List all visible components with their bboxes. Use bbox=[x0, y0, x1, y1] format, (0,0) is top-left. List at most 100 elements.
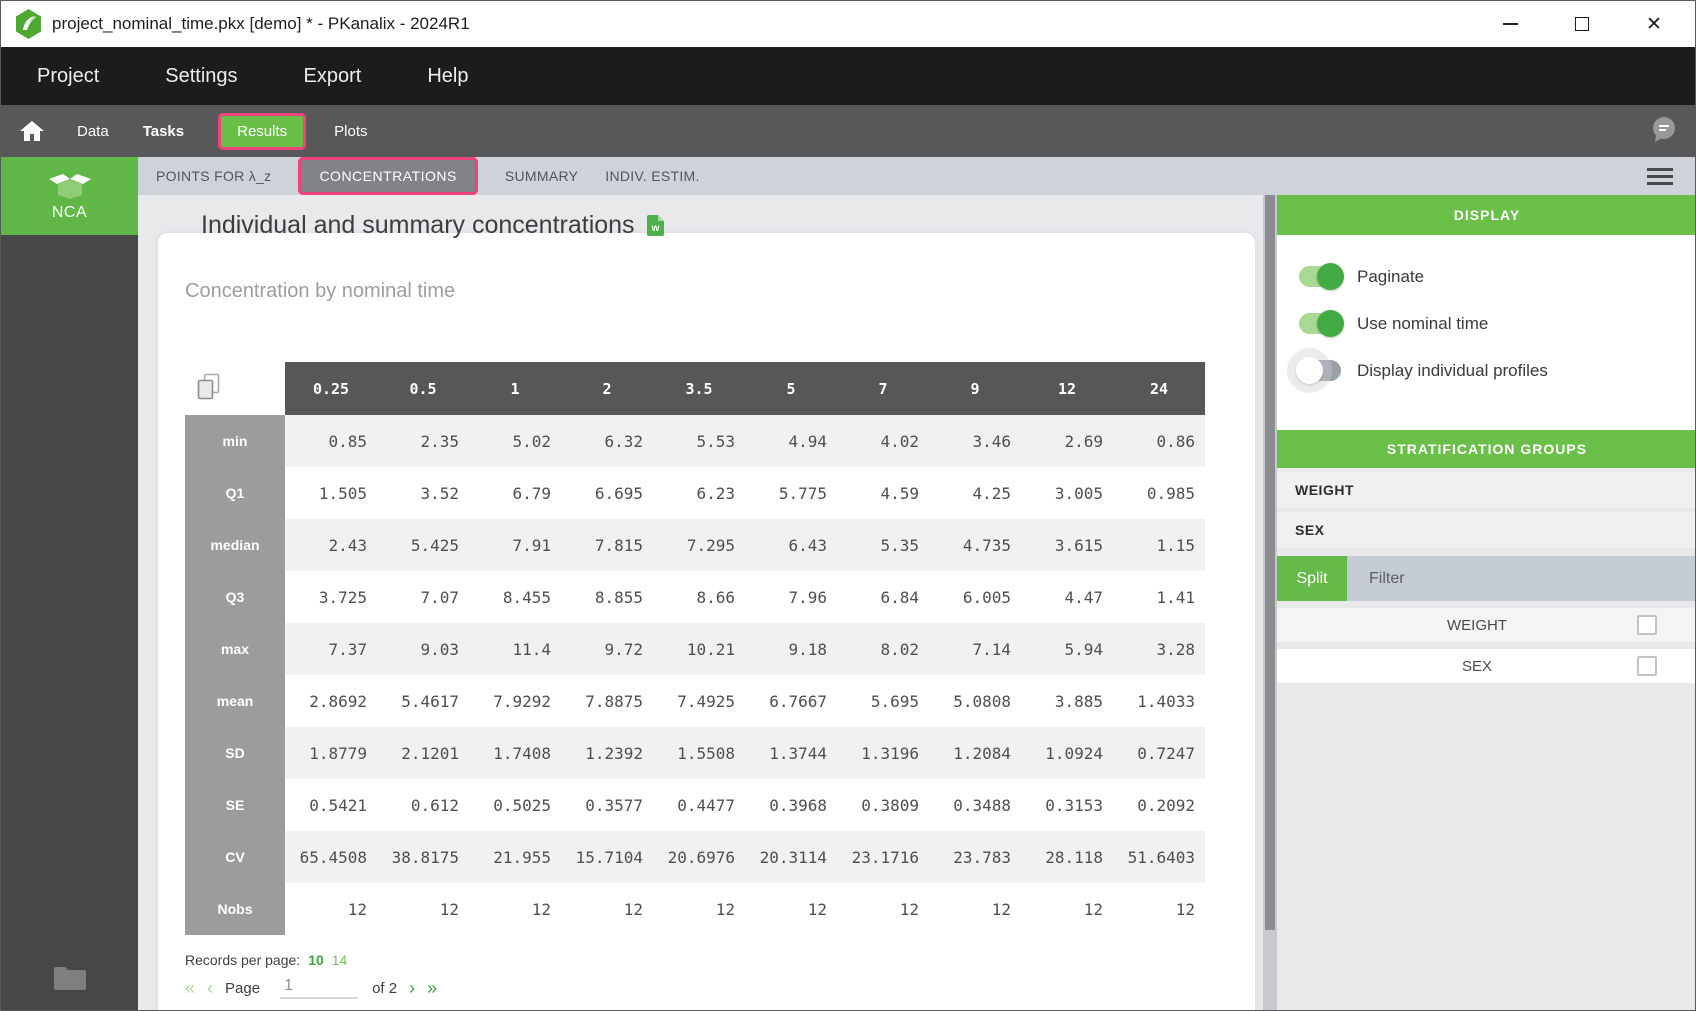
records-option-10[interactable]: 10 bbox=[308, 952, 324, 968]
task-sidebar: NCA bbox=[1, 157, 138, 1010]
table-cell: 6.23 bbox=[653, 467, 745, 519]
column-header: 2 bbox=[561, 362, 653, 415]
tab-filter[interactable]: Filter bbox=[1369, 569, 1405, 587]
table-cell: 0.4477 bbox=[653, 779, 745, 831]
split-sex-label: SEX bbox=[1461, 657, 1492, 675]
table-cell: 0.7247 bbox=[1113, 727, 1205, 779]
title-bar: project_nominal_time.pkx [demo] * - PKan… bbox=[1, 1, 1695, 47]
paginate-toggle-row: Paginate bbox=[1277, 253, 1695, 300]
hamburger-menu-icon[interactable] bbox=[1647, 167, 1673, 185]
prev-page-icon[interactable]: ‹ bbox=[207, 977, 214, 998]
subtab-indiv-estim[interactable]: INDIV. ESTIM. bbox=[605, 168, 700, 184]
table-cell: 7.91 bbox=[469, 519, 561, 571]
table-cell: 1.2392 bbox=[561, 727, 653, 779]
table-cell: 0.5421 bbox=[285, 779, 377, 831]
paginate-toggle[interactable] bbox=[1299, 263, 1344, 290]
table-cell: 12 bbox=[561, 883, 653, 935]
tab-split[interactable]: Split bbox=[1277, 556, 1347, 601]
table-cell: 38.8175 bbox=[377, 831, 469, 883]
nominal-time-toggle[interactable] bbox=[1299, 310, 1344, 337]
close-icon[interactable]: ✕ bbox=[1646, 13, 1662, 35]
table-cell: 8.66 bbox=[653, 571, 745, 623]
table-cell: 7.14 bbox=[929, 623, 1021, 675]
table-cell: 1.4033 bbox=[1113, 675, 1205, 727]
comment-icon[interactable] bbox=[1649, 114, 1679, 149]
nca-box-icon bbox=[48, 173, 91, 199]
last-page-icon[interactable]: » bbox=[427, 977, 438, 998]
table-cell: 7.9292 bbox=[469, 675, 561, 727]
page-number-input[interactable] bbox=[280, 977, 359, 999]
results-content: Individual and summary concentrations w … bbox=[138, 195, 1263, 1010]
nominal-time-toggle-row: Use nominal time bbox=[1277, 300, 1695, 347]
subtab-points-for-lambda-z[interactable]: POINTS FOR λ_z bbox=[156, 168, 272, 184]
display-section-header: DISPLAY bbox=[1277, 195, 1695, 235]
table-cell: 2.69 bbox=[1021, 415, 1113, 467]
table-cell: 9.18 bbox=[745, 623, 837, 675]
column-header: 1 bbox=[469, 362, 561, 415]
word-export-icon[interactable]: w bbox=[646, 215, 664, 236]
folder-icon[interactable] bbox=[1, 964, 138, 992]
table-cell: 4.94 bbox=[745, 415, 837, 467]
maximize-icon[interactable] bbox=[1569, 11, 1595, 37]
records-option-14[interactable]: 14 bbox=[331, 952, 348, 968]
next-page-icon[interactable]: › bbox=[409, 977, 416, 998]
table-cell: 2.43 bbox=[285, 519, 377, 571]
tab-data[interactable]: Data bbox=[77, 122, 109, 140]
table-cell: 2.1201 bbox=[377, 727, 469, 779]
table-cell: 1.0924 bbox=[1021, 727, 1113, 779]
column-header: 24 bbox=[1113, 362, 1205, 415]
results-subtab-bar: POINTS FOR λ_z CONCENTRATIONS SUMMARY IN… bbox=[138, 157, 1695, 195]
table-row: CV 65.4508 38.8175 21.955 15.7104 20.6976 20.3… bbox=[185, 831, 1205, 883]
sidebar-item-nca[interactable]: NCA bbox=[1, 157, 138, 235]
table-cell: 1.3196 bbox=[837, 727, 929, 779]
table-cell: 5.4617 bbox=[377, 675, 469, 727]
table-cell: 2.8692 bbox=[285, 675, 377, 727]
split-sex-checkbox[interactable] bbox=[1637, 656, 1657, 676]
table-cell: 21.955 bbox=[469, 831, 561, 883]
table-cell: 12 bbox=[653, 883, 745, 935]
split-filter-tabs: Split Filter bbox=[1277, 556, 1695, 601]
table-cell: 5.53 bbox=[653, 415, 745, 467]
table-cell: 12 bbox=[469, 883, 561, 935]
table-cell: 8.455 bbox=[469, 571, 561, 623]
table-cell: 1.41 bbox=[1113, 571, 1205, 623]
menu-settings[interactable]: Settings bbox=[165, 64, 238, 87]
tab-tasks[interactable]: Tasks bbox=[142, 122, 185, 140]
table-cell: 0.3577 bbox=[561, 779, 653, 831]
table-cell: 23.1716 bbox=[837, 831, 929, 883]
table-cell: 12 bbox=[377, 883, 469, 935]
home-icon[interactable] bbox=[17, 121, 47, 141]
menu-export[interactable]: Export bbox=[303, 64, 362, 87]
table-cell: 6.005 bbox=[929, 571, 1021, 623]
table-corner-cell bbox=[185, 362, 285, 415]
copy-table-icon[interactable] bbox=[197, 373, 220, 400]
scrollbar-thumb[interactable] bbox=[1265, 195, 1275, 930]
table-row: mean 2.8692 5.4617 7.9292 7.8875 7.4925 6.7667… bbox=[185, 675, 1205, 727]
window-title: project_nominal_time.pkx [demo] * - PKan… bbox=[52, 14, 470, 33]
minimize-icon[interactable] bbox=[1497, 11, 1523, 37]
individual-profiles-toggle[interactable] bbox=[1296, 357, 1341, 384]
subtab-concentrations[interactable]: CONCENTRATIONS bbox=[298, 157, 478, 195]
menu-project[interactable]: Project bbox=[37, 64, 100, 87]
subtab-summary[interactable]: SUMMARY bbox=[504, 168, 579, 184]
table-cell: 6.43 bbox=[745, 519, 837, 571]
row-header: SE bbox=[185, 779, 285, 831]
split-weight-checkbox[interactable] bbox=[1637, 615, 1657, 635]
stratification-group-sex[interactable]: SEX bbox=[1277, 512, 1695, 548]
individual-profiles-label: Display individual profiles bbox=[1357, 360, 1548, 380]
stratification-group-weight[interactable]: WEIGHT bbox=[1277, 472, 1695, 508]
column-header: 0.25 bbox=[285, 362, 377, 415]
row-header: min bbox=[185, 415, 285, 467]
tab-plots[interactable]: Plots bbox=[334, 122, 368, 140]
table-cell: 20.3114 bbox=[745, 831, 837, 883]
table-cell: 8.855 bbox=[561, 571, 653, 623]
column-header: 9 bbox=[929, 362, 1021, 415]
table-cell: 5.0808 bbox=[929, 675, 1021, 727]
table-cell: 5.425 bbox=[377, 519, 469, 571]
table-cell: 3.885 bbox=[1021, 675, 1113, 727]
first-page-icon[interactable]: « bbox=[185, 977, 196, 998]
table-cell: 3.005 bbox=[1021, 467, 1113, 519]
tab-results[interactable]: Results bbox=[218, 112, 307, 150]
table-cell: 1.2084 bbox=[929, 727, 1021, 779]
menu-help[interactable]: Help bbox=[427, 64, 469, 87]
